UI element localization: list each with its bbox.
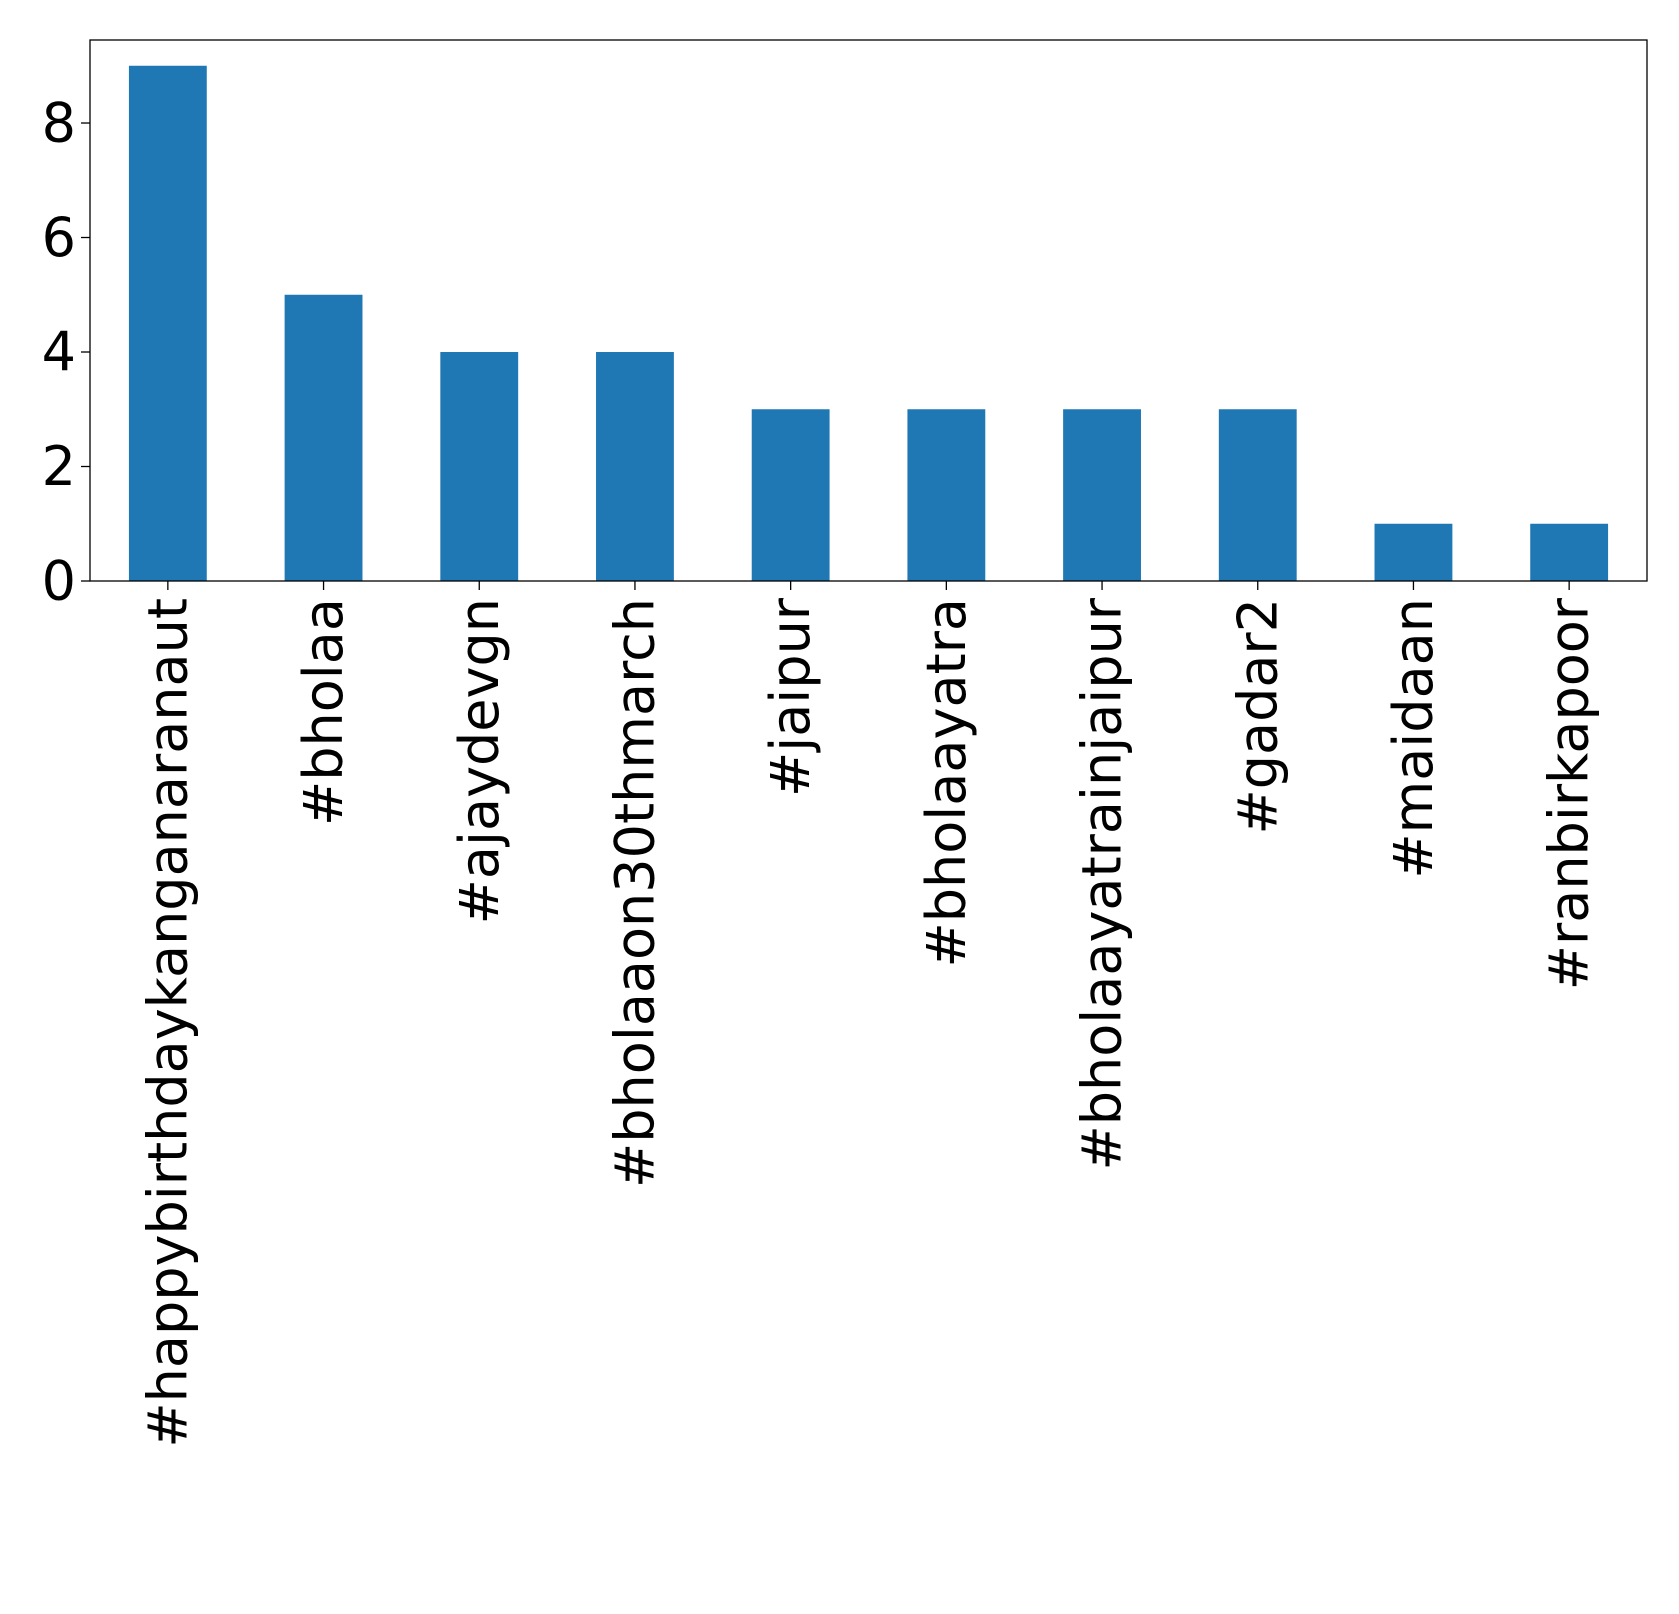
bar	[1063, 409, 1141, 581]
axes-layer: 0 2 4 6 8 #happybirthdaykanganaranaut #bholaa #…	[42, 39, 1648, 1448]
bar	[440, 352, 519, 581]
y-tick-label: 8	[42, 92, 76, 155]
bar	[284, 294, 363, 581]
x-tick-label: #ranbirkapoor	[1538, 597, 1601, 990]
x-tick-label: #maidaan	[1382, 598, 1445, 879]
x-tick-label: #ajaydevgn	[448, 598, 511, 924]
y-tick-label: 2	[42, 435, 76, 498]
y-tick-label: 4	[42, 321, 76, 384]
bar	[1530, 523, 1609, 581]
y-tick-label: 6	[42, 206, 76, 269]
bar	[1374, 523, 1453, 581]
x-tick-label: #bholaayatra	[915, 598, 978, 967]
x-tick-label: #bholaayatrainjaipur	[1071, 597, 1134, 1170]
bar	[128, 65, 207, 581]
x-tick-label: #happybirthdaykanganaranaut	[136, 598, 199, 1448]
x-tick-label: #jaipur	[759, 597, 822, 797]
bars-layer	[128, 65, 1609, 581]
x-tick-label: #bholaa	[292, 598, 355, 826]
bar	[596, 352, 674, 581]
bar	[1218, 409, 1297, 581]
plot-frame	[89, 39, 1648, 582]
x-tick-label: #bholaaon30thmarch	[603, 598, 666, 1188]
bar	[907, 409, 986, 581]
x-tick-label: #gadar2	[1226, 598, 1289, 835]
bar	[751, 409, 830, 581]
y-tick-label: 0	[42, 550, 76, 613]
